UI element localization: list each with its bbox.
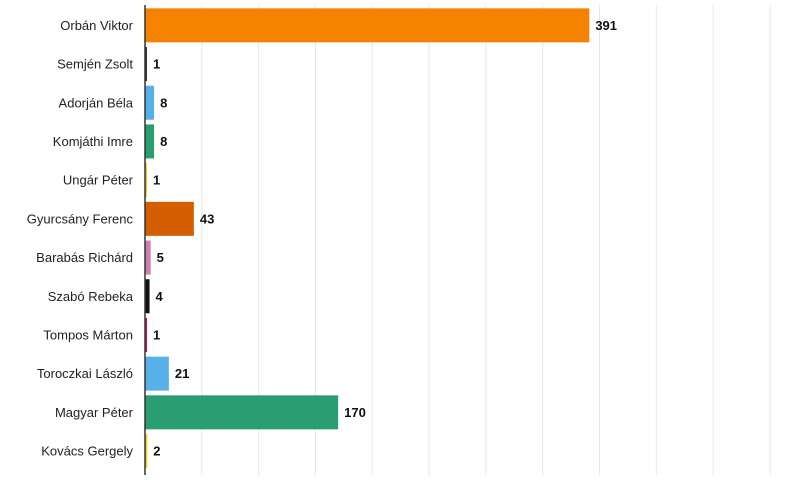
bar (145, 317, 147, 352)
value-label: 1 (153, 57, 160, 72)
category-label: Toroczkai László (37, 366, 133, 381)
category-label: Gyurcsány Ferenc (27, 211, 134, 226)
category-label: Magyar Péter (55, 405, 134, 420)
bar (145, 47, 147, 82)
bar (145, 395, 339, 430)
value-label: 170 (344, 405, 366, 420)
bar (145, 356, 169, 391)
bar-series (145, 8, 590, 469)
value-label: 5 (157, 250, 164, 265)
value-label: 2 (153, 444, 160, 459)
value-label: 4 (156, 289, 164, 304)
category-label: Kovács Gergely (41, 444, 133, 459)
value-label: 21 (175, 366, 189, 381)
bar (145, 201, 194, 236)
category-label: Ungár Péter (63, 173, 134, 188)
value-label: 8 (160, 134, 167, 149)
bar (145, 279, 150, 314)
bar (145, 434, 148, 469)
category-labels: Orbán Viktor Semjén Zsolt Adorján Béla Komj… (27, 18, 134, 459)
gridlines (201, 5, 771, 475)
category-label: Semjén Zsolt (57, 57, 133, 72)
value-label: 1 (153, 327, 160, 342)
bar (145, 85, 155, 120)
category-label: Szabó Rebeka (48, 289, 134, 304)
bar (145, 163, 147, 198)
category-label: Orbán Viktor (60, 18, 133, 33)
bar (145, 8, 590, 43)
bar (145, 240, 151, 275)
category-label: Tompos Márton (43, 327, 133, 342)
bar (145, 124, 155, 159)
value-label: 391 (595, 18, 617, 33)
value-label: 43 (200, 211, 214, 226)
category-label: Barabás Richárd (36, 250, 133, 265)
category-label: Komjáthi Imre (53, 134, 133, 149)
value-label: 8 (160, 95, 167, 110)
category-label: Adorján Béla (59, 95, 134, 110)
value-label: 1 (153, 173, 160, 188)
